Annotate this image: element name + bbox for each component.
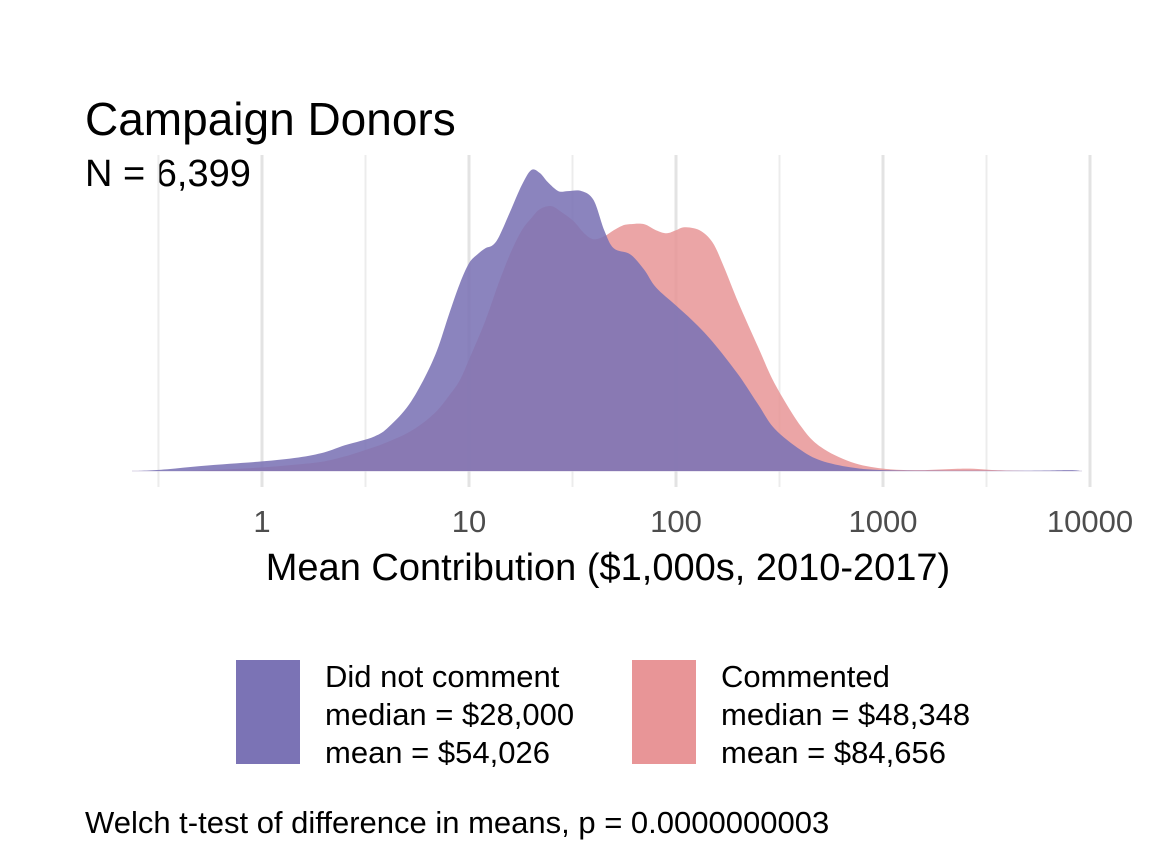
chart-title: Campaign Donors	[85, 93, 456, 145]
x-tick-label: 1000	[849, 504, 918, 539]
density-area-did-not-comment	[137, 169, 1081, 471]
legend-text-commented: Commented median = $48,348 mean = $84,65…	[721, 658, 970, 772]
density-plot: 1 10 100 1000 10000	[132, 155, 1133, 539]
x-axis-ticks: 1 10 100 1000 10000	[253, 504, 1133, 539]
x-axis-label: Mean Contribution ($1,000s, 2010-2017)	[265, 547, 951, 589]
chart-subtitle: N = 6,399	[85, 153, 251, 195]
legend-median: median = $28,000	[325, 697, 575, 732]
legend-median: median = $48,348	[721, 697, 971, 732]
legend-mean: mean = $54,026	[325, 735, 550, 770]
x-tick-label: 10000	[1047, 504, 1133, 539]
legend-text-did-not-comment: Did not comment median = $28,000 mean = …	[325, 658, 574, 772]
legend-key-did-not-comment	[236, 660, 300, 764]
caption-welch-test: Welch t-test of difference in means, p =…	[85, 805, 830, 840]
legend-label: Did not comment	[325, 659, 560, 694]
x-tick-label: 100	[650, 504, 702, 539]
density-areas	[137, 169, 1081, 471]
legend-label: Commented	[721, 659, 890, 694]
x-tick-label: 1	[253, 504, 270, 539]
legend-key-commented	[632, 660, 696, 764]
x-tick-label: 10	[452, 504, 486, 539]
legend-mean: mean = $84,656	[721, 735, 946, 770]
